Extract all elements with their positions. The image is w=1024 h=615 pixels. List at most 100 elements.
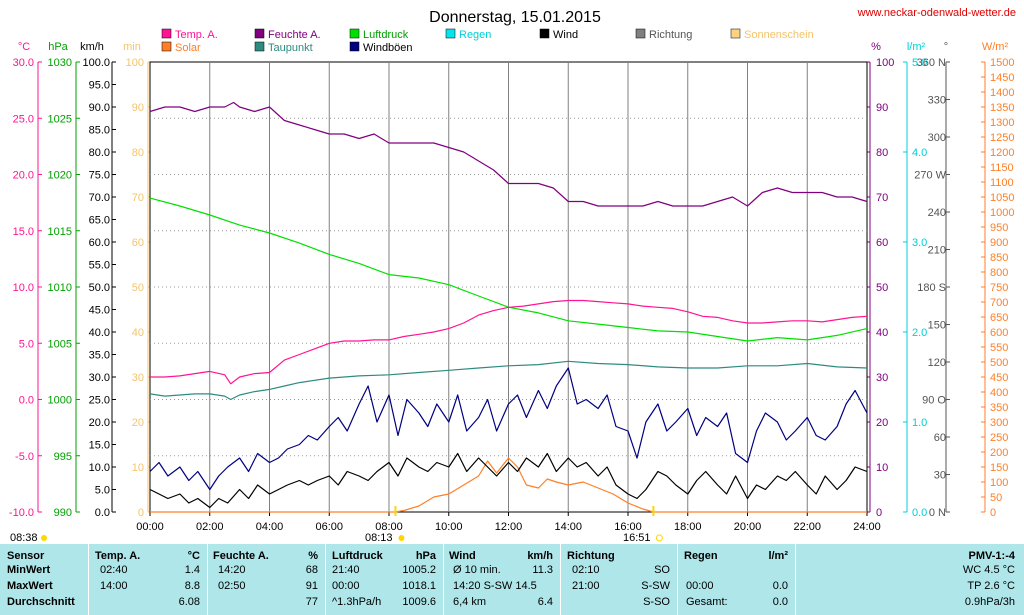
axis-tick-label: 330 [928,95,946,107]
axis-tick-label: 150 [928,320,946,332]
axis-tick-label: 90.0 [89,102,110,114]
axis-tick-label: 950 [990,222,1008,234]
legend-swatch [349,28,360,39]
axis-tick-label: 300 [928,132,946,144]
axis-tick-label: 20.0 [13,170,34,182]
axis-tick-label: 3.0 [912,237,927,249]
sunset-time: 16:51 [623,532,651,544]
axis-tick-label: 5.0 [19,338,34,350]
axis-tick-label: -10.0 [9,507,34,519]
axis-tick-label: 0 [876,507,882,519]
series-line-windb-en [149,367,868,491]
axis-tick-label: 60 [132,237,144,249]
axis-unit: °C [18,41,30,53]
table-cell-wind-desc: 14:20 S-SW 14.5 [453,580,537,592]
table-cell-temp-val: 1.4 [184,564,200,576]
table-header-temp-unit: °C [187,550,200,562]
table-cell-dir-val: S-SW [641,580,670,592]
axis-unit: l/m² [907,41,926,53]
table-cell-wind-desc: Ø 10 min. [453,564,501,576]
axis-tick-label: 1030 [48,57,72,69]
axis-tick-label: 1100 [990,177,1014,189]
axis-tick-label: 0 [990,507,996,519]
axis-tick-label: 80 [876,147,888,159]
table-cell-press-val: 1005.2 [402,564,436,576]
axis-time: 00:00 02:00 04:00 06:00 08:00 10:00 12:00 14:00… [136,512,881,533]
axis-tick-label: 1300 [990,117,1014,129]
axis-tick-label: 550 [990,342,1008,354]
series-line-solar [150,457,867,513]
table-header-rain-unit: l/m² [768,550,788,562]
legend-label: Luftdruck [363,29,409,41]
axis-tick-label: 750 [990,282,1008,294]
axis-tick-label: 800 [990,267,1008,279]
axis-tick-label: 06:00 [315,521,343,533]
axis-tick-label: 5.0 [95,485,110,497]
table-header-sensor: Sensor [7,550,45,562]
axis-tick-label: 22:00 [793,521,821,533]
table-cell-wind-val: 6.4 [537,596,553,608]
axis-tick-label: 15.0 [13,226,34,238]
axis-tick-label: 180 S [917,282,946,294]
chart-title: Donnerstag, 15.01.2015 [429,9,601,26]
axis-tick-label: 1000 [990,207,1014,219]
table-cell-rain-time: 00:00 [686,580,714,592]
axis-tick-label: 80.0 [89,147,110,159]
axis-tick-label: 1005 [48,338,72,350]
table-cell-hum-val: 77 [305,596,318,608]
table-divider [677,544,678,615]
axis-tick-label: 240 [928,207,946,219]
axis-tick-label: 70 [876,192,888,204]
axis-tick-label: 30.0 [13,57,34,69]
axis-tick-label: 40 [132,327,144,339]
axis-tick-label: 100 [990,477,1008,489]
table-header-humidity: Feuchte A. [213,550,269,562]
axis-tick-label: 600 [990,327,1008,339]
axis-tick-label: 30.0 [89,372,110,384]
table-header-humidity-unit: % [308,550,318,562]
table-header-direction: Richtung [567,550,615,562]
axis-tick-label: 995 [54,451,72,463]
table-header-temp: Temp. A. [95,550,141,562]
axis-tick-label: 90 [876,102,888,114]
website-link[interactable]: www.neckar-odenwald-wetter.de [857,7,1016,19]
axis-tick-label: 18:00 [674,521,702,533]
axis-unit: min [123,41,141,53]
axis-tick-label: 0.0 [95,507,110,519]
axis-unit: W/m² [982,41,1009,53]
axis-tick-label: 25.0 [13,113,34,125]
axis-tick-label: 0.0 [19,395,34,407]
axis-tick-label: 900 [990,237,1008,249]
axis-tick-label: 1.0 [912,417,927,429]
axis-tick-label: 04:00 [256,521,284,533]
table-divider [443,544,444,615]
axis-tick-label: 65.0 [89,215,110,227]
table-cell-dir-val: S-SO [643,596,670,608]
sun-icon [655,534,663,542]
legend-label: Sonnenschein [744,29,814,41]
legend-label: Solar [175,42,201,54]
table-cell-temp-time: 14:00 [100,580,128,592]
axis-tick-label: 300 [990,417,1008,429]
series-line-wind [149,452,868,509]
table-cell-pmv: TP 2.6 °C [967,580,1015,592]
legend: Temp. A. Feuchte A. Luftdruck Regen Wind Rich… [161,28,814,54]
axis-tick-label: 50 [132,282,144,294]
sun-icon [398,535,405,541]
axis-tick-label: 80 [132,147,144,159]
table-header-wind-unit: km/h [527,550,553,562]
axis-tick-label: 1350 [990,102,1014,114]
sunrise-time: 08:13 [365,532,393,544]
axis-tick-label: 2.0 [912,327,927,339]
axis-tick-label: 5.0 [912,57,927,69]
sun-icon [41,535,47,541]
table-cell-temp-time: 02:40 [100,564,128,576]
axis-tick-label: 30 [934,470,946,482]
table-divider [325,544,326,615]
axis-tick-label: 20 [876,417,888,429]
series-line-taupunkt [149,360,868,401]
axis-tick-label: -5.0 [15,451,34,463]
axis-tick-label: 20 [132,417,144,429]
